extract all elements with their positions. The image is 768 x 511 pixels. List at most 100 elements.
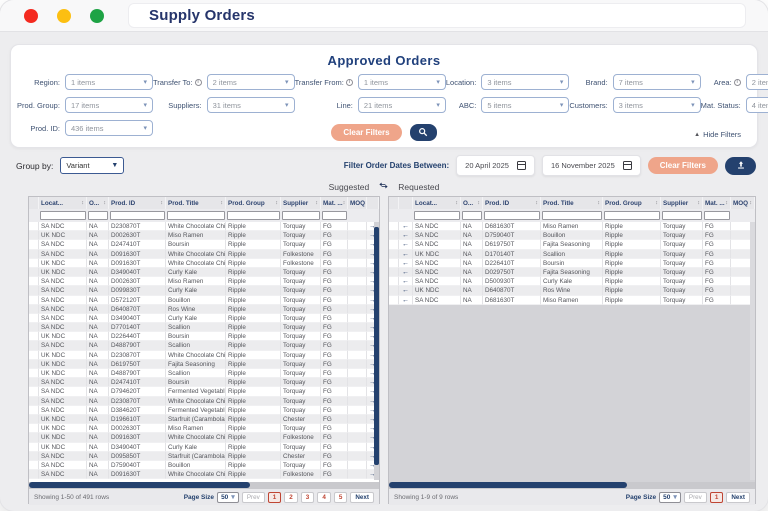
column-filter-input[interactable] — [322, 211, 347, 220]
date-to-input[interactable]: 16 November 2025 — [541, 155, 641, 176]
prev-page-button[interactable]: Prev — [683, 491, 707, 503]
move-row-button[interactable]: ← — [399, 277, 413, 287]
maximize-window-button[interactable] — [90, 9, 104, 23]
table-row[interactable]: UK NDC NA D196610T Starfruit (Carambola) Rip… — [29, 414, 379, 425]
column-filter-input[interactable] — [704, 211, 730, 220]
page-button[interactable]: 1 — [267, 491, 282, 503]
column-header[interactable]: MOQ↕ — [731, 197, 755, 209]
column-header[interactable]: Mat. ... ↕ — [703, 197, 731, 209]
filter-select[interactable]: 17 items ▾ — [64, 97, 153, 113]
table-row[interactable]: SA NDC NA D247410T Boursin Ripple Torquay FG → — [29, 378, 379, 388]
table-row[interactable]: UK NDC NA D226440T Boursin Ripple Torquay FG → — [29, 332, 379, 342]
table-row[interactable]: SA NDC NA D488790T Scallion Ripple Torquay FG → — [29, 341, 379, 351]
table-row[interactable]: UK NDC NA D349040T Curly Kale Ripple Torquay F… — [29, 442, 379, 452]
table-row[interactable]: UK NDC NA D488790T Scallion Ripple Torquay FG → — [29, 369, 379, 379]
table-row[interactable]: ← UK NDC NA D640870T Ros Wine Ripple Torquay FG — [389, 286, 755, 296]
move-row-button[interactable]: ← — [399, 231, 413, 241]
filter-select[interactable]: 21 items ▾ — [357, 97, 446, 113]
column-filter-input[interactable] — [542, 211, 602, 220]
column-filter-input[interactable] — [40, 211, 86, 220]
filter-select[interactable]: 436 items ▾ — [64, 120, 153, 136]
filter-select[interactable]: 7 items ▾ — [612, 74, 701, 90]
table-row[interactable]: SA NDC NA D095850T Starfruit (Carambola) Rip… — [29, 451, 379, 461]
page-button[interactable]: 3 — [300, 491, 315, 503]
column-filter-input[interactable] — [167, 211, 225, 220]
move-row-button[interactable]: ← — [399, 222, 413, 232]
table-row[interactable]: UK NDC NA D230870T White Chocolate Chips Rip… — [29, 350, 379, 360]
column-header[interactable]: Locat... ↕ — [39, 197, 87, 209]
close-window-button[interactable] — [24, 9, 38, 23]
table-row[interactable]: SA NDC NA D099830T Curly Kale Ripple Torquay F… — [29, 286, 379, 296]
suggested-horizontal-scrollbar[interactable] — [29, 482, 379, 488]
table-row[interactable]: SA NDC NA D794620T Fermented Vegetables Ripp… — [29, 387, 379, 397]
column-filter-input[interactable] — [462, 211, 482, 220]
filter-select[interactable]: 3 items ▾ — [612, 97, 701, 113]
column-filter-input[interactable] — [662, 211, 702, 220]
page-size-select[interactable]: 50 ▾ — [659, 491, 681, 503]
column-header[interactable]: MOQ↕ — [348, 197, 367, 209]
column-header[interactable]: Supplier ↕ — [661, 197, 703, 209]
column-header[interactable]: O... ↕ — [87, 197, 109, 209]
requested-vertical-scrollbar[interactable] — [750, 222, 755, 480]
page-size-select[interactable]: 50 ▾ — [217, 491, 239, 503]
column-filter-input[interactable] — [414, 211, 460, 220]
table-row[interactable]: SA NDC NA D091630T White Chocolate Chips Rip… — [29, 249, 379, 259]
column-filter-input[interactable] — [88, 211, 108, 220]
column-filter-input[interactable] — [484, 211, 540, 220]
search-button[interactable] — [409, 124, 437, 141]
suggested-vertical-scrollbar[interactable] — [374, 222, 379, 480]
clear-filters-button[interactable]: Clear Filters — [331, 124, 402, 141]
table-row[interactable]: SA NDC NA D002630T Miso Ramen Ripple Torquay F… — [29, 277, 379, 287]
table-row[interactable]: SA NDC NA D384620T Fermented Vegetables Ripp… — [29, 405, 379, 415]
table-row[interactable]: UK NDC NA D091630T White Chocolate Chips Rip… — [29, 433, 379, 443]
move-row-button[interactable]: ← — [399, 240, 413, 250]
table-row[interactable]: SA NDC NA D770140T Scallion Ripple Torquay FG → — [29, 323, 379, 333]
next-page-button[interactable]: Next — [726, 491, 750, 503]
hide-filters-toggle[interactable]: ▲ Hide Filters — [694, 130, 741, 139]
filter-select[interactable]: 31 items ▾ — [206, 97, 295, 113]
column-filter-input[interactable] — [110, 211, 165, 220]
table-row[interactable]: UK NDC NA D002630T Miso Ramen Ripple Torquay F… — [29, 424, 379, 434]
move-row-button[interactable]: ← — [399, 258, 413, 268]
filter-select[interactable]: 4 items▾ — [745, 97, 768, 113]
table-row[interactable]: SA NDC NA D091630T White Chocolate Chips Rip… — [29, 470, 379, 480]
minimize-window-button[interactable] — [57, 9, 71, 23]
next-page-button[interactable]: Next — [350, 491, 374, 503]
column-header[interactable]: Prod. Title ↕ — [166, 197, 226, 209]
filter-select[interactable]: 2 items▾ — [745, 74, 768, 90]
column-header[interactable]: Prod. Group ↕ — [226, 197, 281, 209]
table-row[interactable]: ← SA NDC NA D681630T Miso Ramen Ripple Torquay… — [389, 295, 755, 305]
column-filter-input[interactable] — [282, 211, 320, 220]
table-row[interactable]: SA NDC NA D230870T White Chocolate Chips Rip… — [29, 396, 379, 406]
column-header[interactable]: Supplier ↕ — [281, 197, 321, 209]
page-button[interactable]: 1 — [709, 491, 724, 503]
table-row[interactable]: UK NDC NA D002630T Miso Ramen Ripple Torquay F… — [29, 231, 379, 241]
table-row[interactable]: UK NDC NA D619750T Fajita Seasoning Ripple To… — [29, 359, 379, 369]
column-header[interactable]: Prod. ID ↕ — [109, 197, 166, 209]
table-row[interactable]: SA NDC NA D640870T Ros Wine Ripple Torquay FG → — [29, 304, 379, 314]
table-row[interactable]: SA NDC NA D247410T Boursin Ripple Torquay FG → — [29, 240, 379, 250]
table-row[interactable]: UK NDC NA D349040T Curly Kale Ripple Torquay F… — [29, 267, 379, 278]
table-row[interactable]: ← SA NDC NA D029750T Fajita Seasoning Ripple T… — [389, 267, 755, 278]
table-row[interactable]: SA NDC NA D572120T Bouillon Ripple Torquay FG → — [29, 295, 379, 305]
table-row[interactable]: SA NDC NA D230870T White Chocolate Chips Rip… — [29, 222, 379, 232]
column-header[interactable]: Prod. Title ↕ — [541, 197, 603, 209]
table-row[interactable]: ← UK NDC NA D170140T Scallion Ripple Torquay FG — [389, 249, 755, 259]
table-row[interactable]: SA NDC NA D759040T Bouillon Ripple Torquay FG → — [29, 460, 379, 471]
requested-horizontal-scrollbar[interactable] — [389, 482, 755, 488]
group-by-select[interactable]: Variant ▼ — [60, 157, 125, 174]
filter-select[interactable]: 2 items▾ — [206, 74, 295, 90]
move-row-button[interactable]: ← — [399, 267, 413, 278]
move-row-button[interactable]: ← — [399, 286, 413, 296]
column-header[interactable]: Prod. Group ↕ — [603, 197, 661, 209]
date-from-input[interactable]: 20 April 2025 — [456, 155, 535, 176]
table-row[interactable]: ← SA NDC NA D226410T Boursin Ripple Torquay FG — [389, 258, 755, 268]
column-header[interactable]: Mat. ... ↕ — [321, 197, 348, 209]
page-button[interactable]: 2 — [284, 491, 298, 503]
clear-dates-button[interactable]: Clear Filters — [647, 157, 718, 174]
table-row[interactable]: ← SA NDC NA D619750T Fajita Seasoning Ripple T… — [389, 240, 755, 250]
column-header[interactable]: Prod. ID ↕ — [483, 197, 541, 209]
prev-page-button[interactable]: Prev — [241, 491, 265, 503]
column-filter-input[interactable] — [604, 211, 660, 220]
move-row-button[interactable]: ← — [399, 295, 413, 305]
